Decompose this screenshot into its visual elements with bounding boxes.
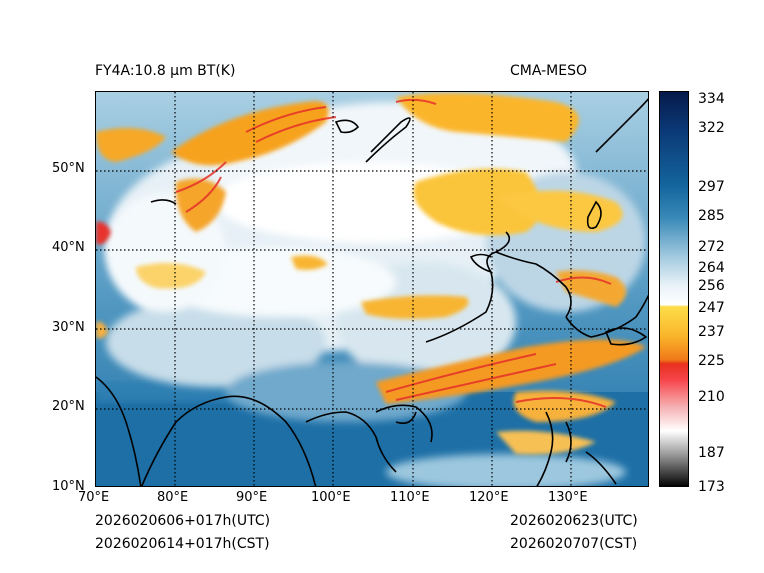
colorbar-tick-297: 297 (698, 179, 725, 195)
valid-time-utc: 2026020623(UTC) (510, 513, 638, 529)
colorbar-tick-334: 334 (698, 91, 725, 107)
colorbar-tick-225: 225 (698, 353, 725, 369)
lon-label-130: 130°E (548, 490, 588, 505)
colorbar-gradient (660, 92, 688, 486)
colorbar-tick-210: 210 (698, 389, 725, 405)
colorbar-tick-322: 322 (698, 120, 725, 136)
init-time-cst: 2026020614+017h(CST) (95, 536, 270, 552)
init-time-utc: 2026020606+017h(UTC) (95, 513, 271, 529)
lon-label-100: 100°E (311, 490, 351, 505)
lon-label-90: 90°E (236, 490, 268, 505)
satellite-map (95, 91, 649, 487)
colorbar-tick-256: 256 (698, 278, 725, 294)
lat-label-50: 50°N (52, 161, 85, 176)
colorbar-tick-264: 264 (698, 260, 725, 276)
lat-label-10: 10°N (52, 479, 85, 494)
lon-label-80: 80°E (157, 490, 189, 505)
colorbar-tick-187: 187 (698, 445, 725, 461)
colorbar-tick-247: 247 (698, 300, 725, 316)
colorbar-tick-237: 237 (698, 324, 725, 340)
map-title: FY4A:10.8 µm BT(K) (95, 63, 236, 79)
colorbar (659, 91, 689, 487)
lon-label-70: 70°E (78, 490, 110, 505)
lat-label-20: 20°N (52, 399, 85, 414)
colorbar-tick-173: 173 (698, 479, 725, 495)
satellite-map-graphic (96, 92, 648, 486)
colorbar-tick-272: 272 (698, 239, 725, 255)
lon-label-120: 120°E (469, 490, 509, 505)
lat-label-30: 30°N (52, 320, 85, 335)
lon-label-110: 110°E (390, 490, 430, 505)
model-name: CMA-MESO (510, 63, 588, 79)
valid-time-cst: 2026020707(CST) (510, 536, 638, 552)
lat-label-40: 40°N (52, 240, 85, 255)
colorbar-tick-285: 285 (698, 208, 725, 224)
